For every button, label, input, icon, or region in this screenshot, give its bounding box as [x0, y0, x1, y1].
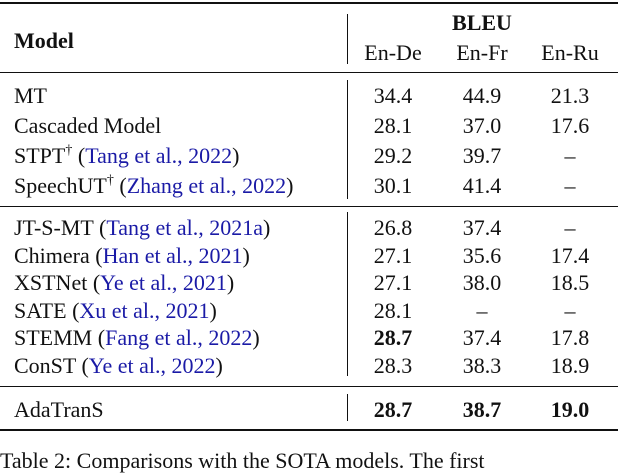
rule — [0, 429, 618, 431]
score: 19.0 — [550, 397, 590, 422]
model: Cascaded Model — [14, 113, 162, 138]
score: 26.8 — [373, 215, 413, 240]
model: ConST — [14, 352, 76, 378]
column-divider — [347, 394, 348, 421]
model: MT — [14, 83, 47, 108]
header-model: Model — [14, 28, 74, 53]
score: 17.8 — [550, 325, 590, 350]
model-name: STEMM (Fang et al., 2022) — [14, 327, 260, 349]
score: – — [564, 143, 576, 168]
citation: Han et al., 2021 — [102, 242, 243, 268]
model-name: STPT† (Tang et al., 2022) — [14, 143, 240, 168]
model: Chimera — [14, 242, 90, 268]
column-divider — [347, 212, 348, 376]
model-name: JT-S-MT (Tang et al., 2021a) — [14, 217, 270, 239]
score: 30.1 — [373, 173, 413, 198]
paren: ( — [92, 270, 101, 295]
score: 29.2 — [373, 143, 413, 168]
score: 44.9 — [462, 83, 502, 108]
model-name: SATE (Xu et al., 2021) — [14, 297, 217, 323]
score: 39.7 — [462, 143, 502, 168]
dagger: † — [65, 143, 73, 158]
score: 28.7 — [373, 325, 413, 350]
score: 18.9 — [550, 352, 590, 378]
model-name: SpeechUT† (Zhang et al., 2022) — [14, 173, 294, 198]
model: STEMM — [14, 325, 93, 350]
score: – — [564, 297, 576, 323]
model: SpeechUT — [14, 173, 107, 198]
score: 18.5 — [550, 270, 590, 295]
citation: Ye et al., 2022 — [88, 352, 216, 378]
column-divider — [347, 80, 348, 199]
paren: ( — [72, 297, 80, 323]
paren: ) — [286, 173, 294, 198]
score: 38.7 — [462, 397, 502, 422]
model-name: AdaTranS — [14, 399, 104, 421]
score: 28.3 — [373, 352, 413, 378]
paren: ( — [81, 352, 89, 378]
score: 38.0 — [462, 270, 502, 295]
rule — [0, 2, 618, 4]
score: 27.1 — [373, 242, 413, 268]
model: STPT — [14, 143, 66, 168]
paren: ) — [263, 215, 271, 240]
citation: Xu et al., 2021 — [79, 297, 210, 323]
paren: ) — [232, 143, 240, 168]
score: 34.4 — [373, 83, 413, 108]
paren: ) — [252, 325, 260, 350]
column-header: En-Fr — [456, 40, 508, 65]
caption: Table 2: Comparisons with the SOTA model… — [0, 448, 485, 473]
column-divider — [347, 14, 348, 64]
paren: ( — [98, 215, 107, 240]
citation: Tang et al., 2021a — [106, 215, 263, 240]
paren: ) — [242, 242, 250, 268]
rule — [0, 386, 618, 387]
score: 35.6 — [462, 242, 502, 268]
column-header: En-Ru — [541, 40, 599, 65]
model: SATE — [14, 297, 67, 323]
score: – — [564, 215, 576, 240]
score: 28.1 — [373, 297, 413, 323]
score: 28.7 — [373, 397, 413, 422]
paren: ) — [209, 297, 217, 323]
citation: Zhang et al., 2022 — [126, 173, 287, 198]
column-header: En-De — [364, 40, 422, 65]
score: 38.3 — [462, 352, 502, 378]
score: 37.0 — [462, 113, 502, 138]
model: AdaTranS — [14, 397, 104, 422]
citation: Tang et al., 2022 — [85, 143, 233, 168]
rule — [0, 206, 618, 207]
model: XSTNet — [14, 270, 88, 295]
dagger: † — [106, 173, 114, 188]
score: 27.1 — [373, 270, 413, 295]
paren: ( — [119, 173, 127, 198]
model-name: MT — [14, 85, 47, 107]
paren: ( — [77, 143, 86, 168]
score: – — [564, 173, 576, 198]
paren: ( — [95, 242, 103, 268]
header-group: BLEU — [452, 10, 512, 35]
model-name: Cascaded Model — [14, 115, 161, 137]
score: 17.4 — [550, 242, 590, 268]
model-name: ConST (Ye et al., 2022) — [14, 352, 223, 378]
citation: Fang et al., 2022 — [105, 325, 253, 350]
paren: ) — [215, 352, 223, 378]
model-name: XSTNet (Ye et al., 2021) — [14, 272, 234, 294]
paren: ) — [226, 270, 235, 295]
paren: ( — [97, 325, 106, 350]
score: 37.4 — [462, 215, 502, 240]
score: 41.4 — [462, 173, 502, 198]
model: JT-S-MT — [14, 215, 94, 240]
model-name: Chimera (Han et al., 2021) — [14, 242, 250, 268]
score: 21.3 — [550, 83, 590, 108]
score: 28.1 — [373, 113, 413, 138]
rule — [0, 72, 618, 73]
score: 17.6 — [550, 113, 590, 138]
citation: Ye et al., 2021 — [100, 270, 227, 295]
score: 37.4 — [462, 325, 502, 350]
score: – — [476, 297, 488, 323]
